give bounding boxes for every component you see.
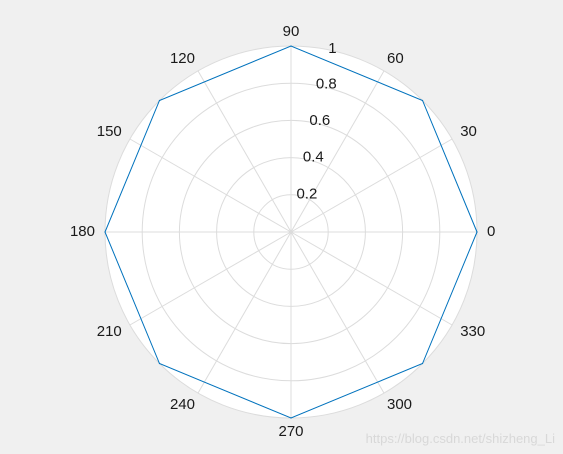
series-point-1 — [421, 99, 424, 102]
grid-spoke-8 — [197, 231, 292, 394]
series-point-7 — [421, 362, 424, 365]
grid-spoke-7 — [129, 231, 292, 326]
r-tick-label-0.4: 0.4 — [303, 149, 324, 166]
theta-tick-label-240: 240 — [170, 396, 195, 413]
theta-tick-label-330: 330 — [460, 323, 485, 340]
series-layer — [104, 45, 478, 419]
series-point-8 — [476, 231, 478, 233]
r-tick-label-0.2: 0.2 — [296, 185, 317, 202]
grid-spoke-11 — [290, 231, 453, 326]
series-point-2 — [290, 45, 292, 47]
theta-tick-label-120: 120 — [170, 50, 195, 67]
theta-tick-label-270: 270 — [278, 423, 303, 440]
r-tick-label-0.8: 0.8 — [316, 75, 337, 92]
theta-tick-label-30: 30 — [460, 123, 477, 140]
series-point-6 — [290, 417, 292, 419]
series-point-3 — [158, 99, 161, 102]
grid-spoke-2 — [290, 70, 385, 233]
theta-tick-label-60: 60 — [387, 50, 404, 67]
theta-tick-label-210: 210 — [97, 323, 122, 340]
grid-spoke-4 — [197, 70, 292, 233]
series-point-4 — [104, 231, 106, 233]
theta-tick-label-180: 180 — [70, 223, 95, 240]
grid-spoke-10 — [290, 231, 385, 394]
theta-tick-label-90: 90 — [283, 23, 300, 40]
watermark-text: https://blog.csdn.net/shizheng_Li — [365, 431, 555, 446]
r-tick-labels: 0.2 0.4 0.6 0.8 1 — [296, 40, 336, 203]
r-tick-label-1: 1 — [328, 40, 336, 57]
grid-spoke-5 — [129, 138, 292, 233]
theta-tick-label-0: 0 — [487, 223, 495, 240]
theta-tick-labels: 0 30 60 90 120 150 180 210 240 270 300 330 — [70, 23, 495, 440]
series-point-5 — [158, 362, 161, 365]
grid-spoke-1 — [290, 138, 453, 233]
r-tick-label-0.6: 0.6 — [309, 112, 330, 129]
theta-tick-label-150: 150 — [97, 123, 122, 140]
theta-tick-label-300: 300 — [387, 396, 412, 413]
angular-grid — [105, 46, 477, 418]
